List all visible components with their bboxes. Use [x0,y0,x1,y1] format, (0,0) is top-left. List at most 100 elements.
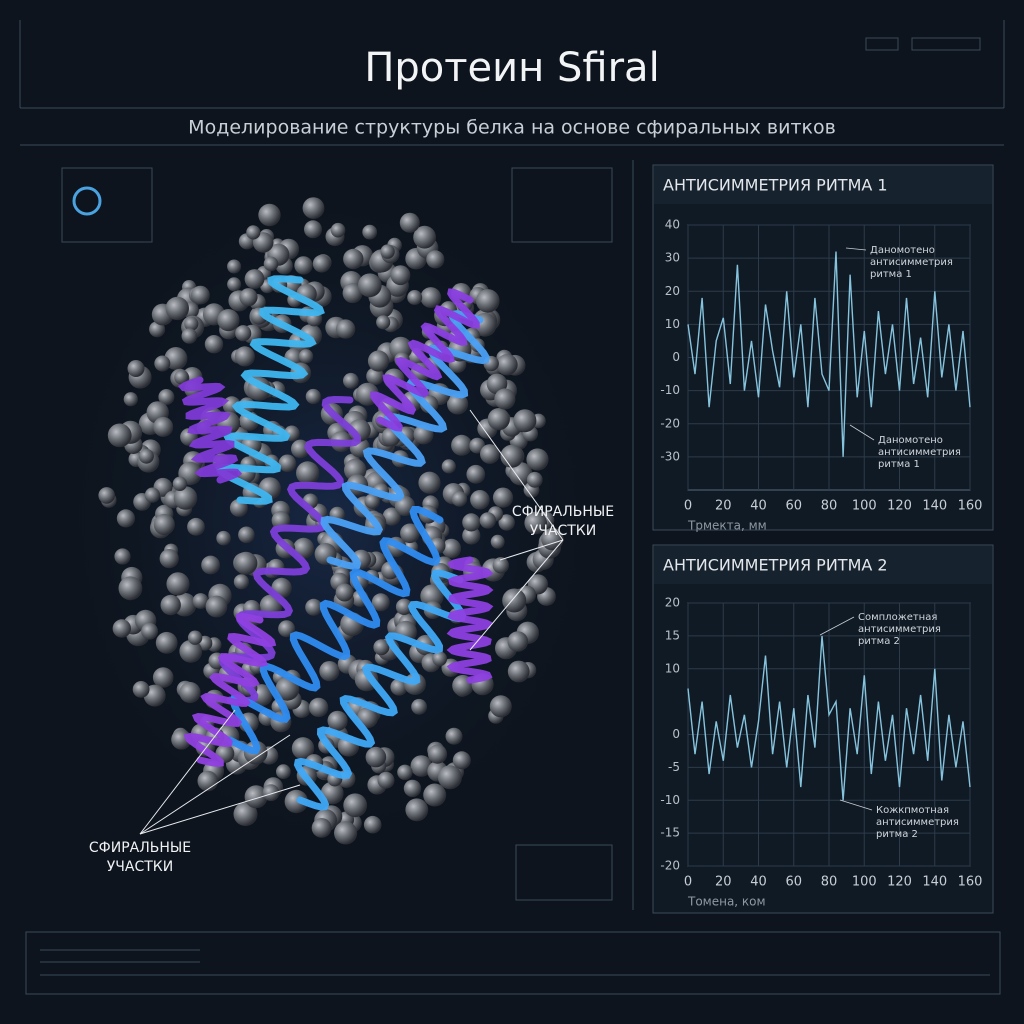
atom [127,360,145,377]
atom [363,815,382,834]
annotation: антисимметрия [858,624,941,635]
atom [502,588,527,613]
atom [357,273,382,298]
atom [470,490,490,510]
atom [263,256,279,272]
atom [526,471,543,488]
atom [197,770,219,792]
atom [312,254,331,273]
atom [159,549,179,569]
helix-label: УЧАСТКИ [530,523,596,539]
y-tick-label: 15 [665,628,680,642]
annotation: ритма 1 [870,269,912,280]
x-tick-label: 20 [715,499,732,514]
atom [227,277,242,292]
x-axis-label: Трмекта, мм [687,519,767,533]
atom [244,785,268,809]
atom [179,639,203,663]
annotation: антисимметрия [870,257,953,268]
atom [205,595,228,618]
atom [112,619,131,638]
x-tick-label: 0 [684,875,692,890]
y-tick-label: -20 [660,859,680,873]
atom [420,584,444,608]
widget [911,37,981,51]
atom [427,744,448,764]
protein [98,197,564,845]
atom [141,622,159,640]
x-tick-label: 160 [958,499,983,514]
atom [496,354,518,376]
data-line [687,635,971,801]
atom [494,388,516,410]
atom [376,315,391,330]
atom [407,290,423,305]
y-tick-label: 0 [672,350,680,364]
x-axis-label: Томена, ком [687,895,766,909]
atom [479,512,496,529]
atom [366,367,384,386]
pointer [469,409,564,541]
atom [513,409,537,433]
annotation-pointer [819,616,855,636]
y-tick-label: 40 [665,218,680,232]
annotation: Кожкпмотная [876,805,949,816]
atom [152,667,174,688]
x-tick-label: 40 [750,875,767,890]
helix [446,556,494,684]
atom [234,551,258,575]
atom [144,487,160,503]
widget [511,167,613,243]
atom [302,197,325,220]
atom [308,697,329,718]
helix [183,612,277,768]
timeline-frame [25,931,1001,995]
atom [426,250,445,269]
pointer [499,539,564,561]
atom [411,698,427,715]
atom [298,349,314,364]
atom [153,513,175,536]
y-tick-label: 20 [665,284,680,298]
helix-label: СФИРАЛЬНЫЕ [512,504,614,520]
x-tick-label: 0 [684,499,692,514]
y-tick-label: -5 [668,760,680,774]
atom [233,574,249,590]
atom [445,727,463,745]
atom [244,269,265,289]
annotation-pointer [849,424,875,441]
atom [380,244,395,259]
atom [335,583,354,602]
atom [334,821,358,845]
x-tick-label: 140 [922,499,947,514]
widget [515,844,613,901]
atom [201,555,221,575]
atom [397,764,413,780]
x-tick-label: 100 [852,875,877,890]
atom [172,476,188,491]
atom [184,316,199,331]
atom [166,572,190,596]
atom [246,225,261,240]
atom [305,598,323,616]
atom [492,557,509,574]
atom [423,783,447,807]
atom [498,514,515,531]
atom [204,335,224,354]
frame [19,20,1005,995]
atom [155,631,178,654]
helix [320,310,490,570]
atom [405,798,429,822]
atom [233,802,258,827]
annotation: ритма 2 [876,829,918,840]
x-tick-label: 120 [887,499,912,514]
atom [258,203,281,227]
atom [216,530,231,546]
helix [226,506,444,754]
atom [158,389,175,405]
atom [480,444,500,464]
atom [327,710,348,731]
y-tick-label: -20 [660,416,680,430]
atom [132,681,150,698]
atom [234,346,255,367]
